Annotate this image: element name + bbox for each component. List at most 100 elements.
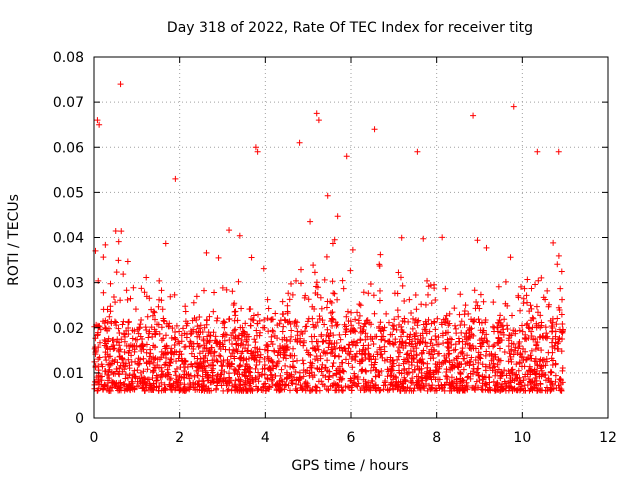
data-point: [319, 372, 326, 379]
data-point: [211, 377, 218, 384]
y-tick-label: 0.08: [53, 50, 84, 66]
data-point: [489, 364, 496, 371]
data-point: [461, 387, 468, 394]
data-point: [362, 354, 369, 361]
data-point: [165, 323, 172, 330]
data-point: [266, 364, 273, 371]
data-point: [444, 329, 451, 336]
data-point: [113, 380, 120, 387]
data-point: [422, 339, 429, 346]
data-point: [532, 381, 539, 388]
data-point: [284, 308, 291, 315]
data-point: [381, 348, 388, 355]
data-point: [353, 382, 360, 389]
data-point: [240, 357, 247, 364]
data-point: [226, 227, 233, 234]
data-point: [442, 285, 449, 292]
data-point: [199, 328, 206, 335]
data-point: [490, 378, 497, 385]
data-point: [245, 355, 252, 362]
data-point: [101, 337, 108, 344]
data-point: [502, 387, 509, 394]
data-point: [327, 350, 334, 357]
data-point: [116, 353, 123, 360]
data-point: [540, 356, 547, 363]
data-point: [125, 319, 132, 326]
data-point: [532, 355, 539, 362]
data-point: [432, 333, 439, 340]
data-point: [426, 350, 433, 357]
data-point: [100, 254, 107, 261]
x-tick-label: 12: [599, 430, 617, 446]
data-point: [432, 326, 439, 333]
data-point: [196, 313, 203, 320]
data-point: [348, 355, 355, 362]
data-point: [458, 318, 465, 325]
data-point: [419, 374, 426, 381]
data-point: [533, 342, 540, 349]
data-point: [483, 331, 490, 338]
data-point: [416, 358, 423, 365]
data-point: [142, 382, 149, 389]
data-point: [242, 345, 249, 352]
data-point: [552, 372, 559, 379]
data-point: [549, 380, 556, 387]
data-point: [308, 333, 315, 340]
data-point: [357, 324, 364, 331]
data-point: [409, 375, 416, 382]
data-point: [299, 330, 306, 337]
data-point: [391, 316, 398, 323]
data-point: [205, 372, 212, 379]
data-point: [235, 376, 242, 383]
data-point: [232, 312, 239, 319]
data-point: [324, 192, 331, 199]
data-point: [482, 363, 489, 370]
data-point: [309, 374, 316, 381]
data-point: [265, 305, 272, 312]
data-point: [490, 299, 497, 306]
data-point: [515, 345, 522, 352]
data-point: [510, 327, 517, 334]
data-point: [519, 354, 526, 361]
data-point: [310, 262, 317, 269]
data-point: [103, 343, 110, 350]
data-point: [559, 379, 566, 386]
data-point: [347, 267, 354, 274]
data-point: [173, 322, 180, 329]
data-point: [229, 288, 236, 295]
data-point: [365, 290, 372, 297]
data-point: [406, 387, 413, 394]
data-point: [462, 302, 469, 309]
data-point: [261, 316, 268, 323]
data-point: [159, 306, 166, 313]
data-point: [537, 312, 544, 319]
data-point: [540, 294, 547, 301]
data-point: [547, 387, 554, 394]
data-point: [393, 326, 400, 333]
data-point: [210, 365, 217, 372]
data-point: [323, 304, 330, 311]
data-point: [296, 369, 303, 376]
data-point: [455, 338, 462, 345]
data-point: [138, 374, 145, 381]
data-point: [175, 338, 182, 345]
x-tick-label: 8: [432, 430, 441, 446]
data-point: [217, 353, 224, 360]
data-point: [398, 234, 405, 241]
data-point: [100, 289, 107, 296]
data-point: [148, 355, 155, 362]
data-point: [457, 371, 464, 378]
data-point: [401, 376, 408, 383]
data-point: [534, 339, 541, 346]
data-point: [508, 340, 515, 347]
data-point: [467, 375, 474, 382]
data-point: [497, 387, 504, 394]
data-point: [442, 381, 449, 388]
data-point: [284, 302, 291, 309]
data-point: [313, 283, 320, 290]
data-point: [456, 387, 463, 394]
data-point: [138, 347, 145, 354]
data-point: [448, 374, 455, 381]
data-point: [199, 373, 206, 380]
data-point: [321, 276, 328, 283]
